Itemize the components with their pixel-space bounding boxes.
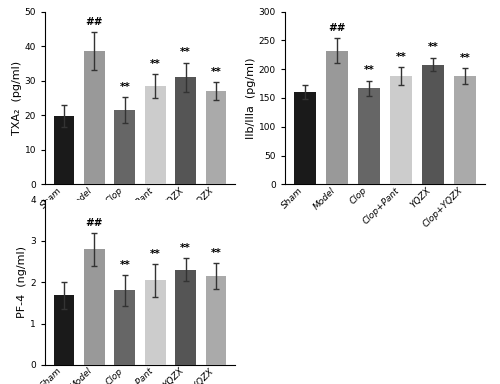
Text: **: ** — [120, 260, 130, 270]
Text: **: ** — [460, 53, 470, 63]
Bar — [326, 51, 348, 184]
Y-axis label: TXA₂  (pg/ml): TXA₂ (pg/ml) — [12, 61, 22, 135]
Text: **: ** — [210, 248, 222, 258]
Bar — [84, 51, 104, 184]
Text: ##: ## — [328, 23, 345, 33]
Text: **: ** — [180, 243, 191, 253]
Bar — [114, 290, 135, 365]
Text: **: ** — [364, 65, 374, 75]
Bar — [206, 91, 227, 184]
Text: ##: ## — [86, 17, 103, 27]
Text: **: ** — [396, 51, 406, 61]
Bar — [145, 280, 166, 365]
Text: **: ** — [150, 249, 160, 259]
Bar — [54, 295, 74, 365]
Text: **: ** — [180, 48, 191, 58]
Bar — [422, 65, 444, 184]
Text: **: ** — [120, 82, 130, 92]
Bar — [114, 110, 135, 184]
Text: **: ** — [210, 67, 222, 77]
Bar — [206, 276, 227, 365]
Bar — [390, 76, 412, 184]
Bar — [54, 116, 74, 184]
Bar — [358, 88, 380, 184]
Y-axis label: PF-4  (ng/ml): PF-4 (ng/ml) — [18, 246, 28, 318]
Text: **: ** — [150, 58, 160, 68]
Bar — [145, 86, 166, 184]
Text: **: ** — [428, 42, 438, 52]
Bar — [176, 270, 196, 365]
Bar — [84, 249, 104, 365]
Bar — [176, 77, 196, 184]
Y-axis label: IIb/IIIa  (pg/ml): IIb/IIIa (pg/ml) — [246, 57, 256, 139]
Bar — [454, 76, 476, 184]
Bar — [294, 92, 316, 184]
Text: ##: ## — [86, 218, 103, 228]
